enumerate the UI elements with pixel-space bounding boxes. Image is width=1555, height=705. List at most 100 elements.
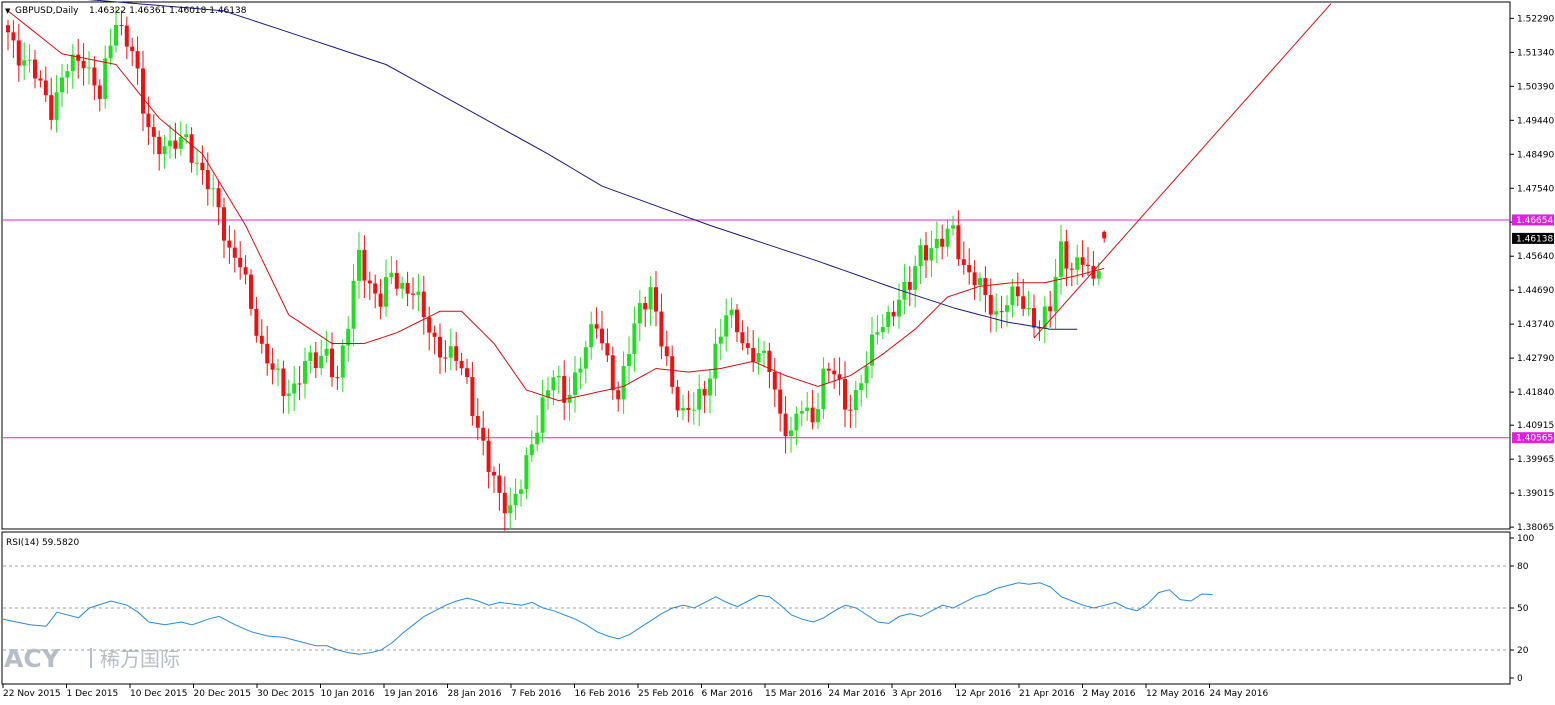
candle [540,380,545,443]
candle [886,305,891,334]
candle [567,377,572,421]
candle [832,358,837,389]
candle [394,260,399,296]
candle [427,306,432,351]
candle [49,77,54,130]
candle [502,476,507,531]
candle [999,295,1004,329]
candle [891,300,896,327]
candle [459,352,464,376]
level-tag-bg [1512,432,1554,444]
candle [967,248,972,285]
candle [843,361,847,428]
symbol-label: GBPUSD,Daily [15,6,79,16]
candle [481,411,486,456]
candle [594,307,599,339]
candle [411,277,415,310]
candle [103,45,108,109]
candle [697,374,702,427]
candle [313,341,318,378]
candle [22,42,27,81]
time-tick-label: 3 Apr 2016 [892,689,942,699]
candle [562,360,567,421]
candle [421,275,426,335]
candle [837,357,842,396]
candle [1015,272,1020,307]
price-tick-label: 1.39965 [1517,455,1554,465]
candle [799,400,804,427]
candle [151,114,156,155]
level-tag-bg [1512,214,1554,226]
candle [76,38,81,79]
candle [378,278,383,320]
candle [281,360,286,414]
candle [535,415,540,452]
candle [870,316,874,379]
candle [1042,296,1047,344]
level-tag: 1.46654 [1512,214,1554,226]
time-tick-label: 12 May 2016 [1146,689,1205,699]
candle [519,479,523,507]
candle [637,290,642,342]
candle [945,220,950,257]
candle [988,278,993,333]
candle [713,328,718,397]
candle [33,49,37,89]
candle [492,466,496,494]
candle [902,264,907,315]
candle [362,235,367,299]
candle [643,296,648,327]
price-panel-frame [1,1,1511,530]
candle [589,311,594,360]
candle [627,336,631,383]
candle [357,232,361,299]
candle [875,315,880,345]
candle [92,56,97,101]
candle [556,365,561,394]
candle [508,487,513,530]
time-tick-label: 25 Feb 2016 [638,689,694,699]
time-tick-label: 28 Jan 2016 [448,689,502,699]
candle [805,392,810,421]
rsi-panel[interactable]: 100 80 50 20 0 RSI(14) 59.5820 ACY 稀万国际 [1,531,1534,685]
candle [691,392,696,425]
candle [978,272,982,302]
candle [38,70,43,88]
candle [232,229,237,273]
header-triangle-icon[interactable]: ▼ [5,7,11,15]
candle [168,124,172,159]
candle [751,330,756,373]
candle [189,127,194,173]
candle [448,328,453,371]
candle [259,319,264,354]
candle [162,135,167,169]
candle [470,361,475,426]
price-tick-label: 1.52290 [1517,14,1554,24]
candle [1069,262,1074,287]
candle [853,381,858,428]
candle [6,19,10,51]
trendline[interactable] [1033,3,1332,339]
candle [400,276,405,299]
candle [1080,240,1085,278]
price-tick-label: 1.50390 [1517,82,1554,92]
price-panel[interactable]: 1.52290 1.51340 1.50390 1.49440 1.48490 1.475… [1,0,1554,533]
candle [195,149,199,176]
candle [243,255,248,285]
rsi-line [2,582,1213,655]
candle [81,42,86,86]
horizontal-levels[interactable] [3,219,1510,439]
candle [686,390,691,423]
candle [335,365,340,390]
candle [524,447,529,500]
candle [767,342,772,389]
candle [438,323,442,374]
candle [227,225,232,265]
watermark-separator [90,648,92,668]
candle [848,394,853,429]
candle [654,271,658,327]
candle [303,347,307,399]
price-tick-label: 1.45640 [1517,252,1554,262]
candle [319,340,324,375]
candle [367,271,372,300]
